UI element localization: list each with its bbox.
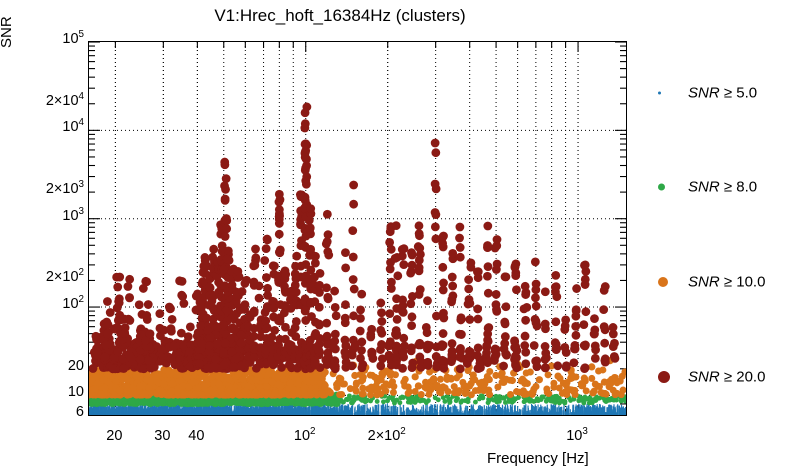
- x-tick-label: 30: [154, 428, 171, 444]
- y-tick-label: 105: [62, 29, 84, 47]
- legend-label: SNR ≥ 5.0: [688, 84, 758, 102]
- legend-marker-icon: [658, 183, 665, 191]
- x-axis-title: Frequency [Hz]: [487, 450, 589, 467]
- y-tick-label: 2×103: [45, 179, 84, 198]
- x-tick-label: 20: [106, 428, 123, 444]
- legend-label: SNR ≥ 8.0: [688, 178, 758, 196]
- y-tick-label: 2×102: [45, 267, 84, 286]
- y-tick-label: 20: [67, 357, 84, 374]
- y-tick-label: 10: [67, 384, 84, 401]
- legend-label: SNR ≥ 10.0: [688, 273, 766, 291]
- y-axis-tick-labels: 105 2×104 104 2×103 103 2×102 102 20 10 6: [0, 0, 84, 472]
- scatter-points: [89, 102, 626, 415]
- legend-marker-icon: [658, 277, 668, 287]
- x-tick-label: 2×102: [367, 426, 406, 444]
- page-title: V1:Hrec_hoft_16384Hz (clusters): [214, 6, 466, 25]
- plot-area[interactable]: [88, 41, 627, 416]
- x-tick-label: 40: [188, 428, 205, 444]
- y-tick-label: 2×104: [45, 90, 84, 109]
- y-tick-label: 104: [62, 117, 84, 136]
- legend-entry[interactable]: SNR ≥ 8.0: [650, 175, 800, 199]
- legend: SNR ≥ 5.0 SNR ≥ 8.0 SNR ≥ 10.0 SNR ≥ 20.0: [650, 41, 800, 416]
- x-tick-label: 103: [566, 426, 588, 444]
- legend-entry[interactable]: SNR ≥ 20.0: [650, 365, 800, 389]
- legend-entry[interactable]: SNR ≥ 10.0: [650, 270, 800, 294]
- legend-marker-icon: [658, 91, 661, 95]
- legend-marker-icon: [658, 371, 670, 383]
- y-tick-label: 102: [62, 294, 84, 313]
- legend-label: SNR ≥ 20.0: [688, 368, 766, 386]
- x-tick-label: 102: [293, 426, 316, 444]
- plot-canvas: [89, 42, 626, 415]
- y-tick-label: 6: [75, 404, 84, 420]
- y-tick-label: 103: [62, 205, 84, 224]
- legend-entry[interactable]: SNR ≥ 5.0: [650, 81, 800, 105]
